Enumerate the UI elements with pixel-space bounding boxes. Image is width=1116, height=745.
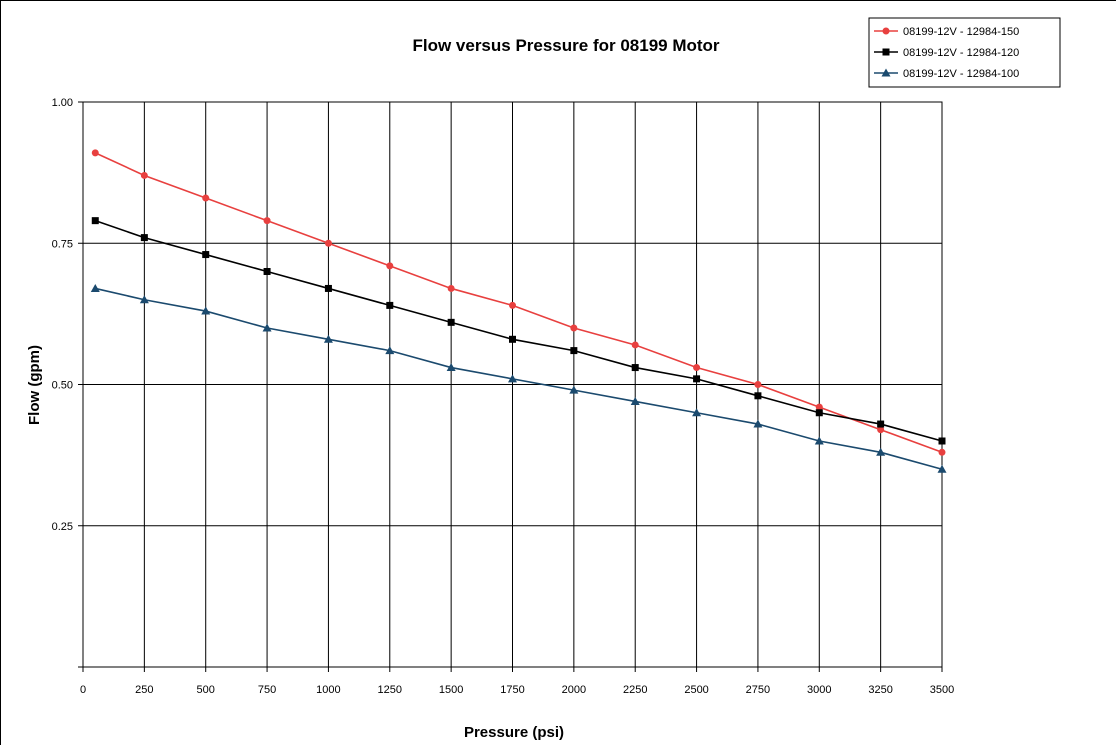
series-line <box>95 287 943 471</box>
data-point <box>570 324 578 332</box>
data-point <box>570 347 578 355</box>
data-point <box>938 448 946 456</box>
data-point <box>386 262 394 270</box>
data-point <box>324 284 332 292</box>
data-point <box>509 335 516 343</box>
data-point <box>324 239 332 247</box>
data-point <box>509 301 516 309</box>
data-point <box>814 436 824 445</box>
data-point <box>201 306 211 315</box>
chart-title: Flow versus Pressure for 08199 Motor <box>412 36 719 55</box>
data-point <box>202 194 210 202</box>
y-tick-label: 0.25 <box>52 521 73 533</box>
legend-swatch-marker <box>881 68 891 77</box>
x-tick-label: 3000 <box>807 684 831 696</box>
data-point <box>140 171 148 179</box>
data-point <box>630 396 640 405</box>
legend-box <box>868 17 1061 88</box>
y-tick-label: 0.75 <box>52 238 73 250</box>
legend-label: 08199-12V - 12984-150 <box>903 26 1019 38</box>
series-2 <box>91 217 946 445</box>
grid-layer <box>82 101 943 667</box>
x-tick-label: 2500 <box>684 684 708 696</box>
data-point <box>693 375 701 383</box>
data-point <box>386 301 394 309</box>
series-1 <box>91 149 946 456</box>
data-point <box>877 420 885 428</box>
data-point <box>446 363 456 372</box>
x-tick-label: 1250 <box>378 684 402 696</box>
data-point <box>753 419 763 428</box>
series-line <box>95 219 943 442</box>
data-point <box>447 284 455 292</box>
data-point <box>815 409 823 417</box>
legend-label: 08199-12V - 12984-120 <box>903 47 1019 59</box>
x-tick-label: 250 <box>135 684 153 696</box>
data-point <box>508 374 517 383</box>
data-point <box>754 392 762 400</box>
data-point <box>91 217 99 225</box>
data-point <box>693 364 701 372</box>
x-tick-label: 500 <box>197 684 215 696</box>
x-tick-label: 1000 <box>316 684 340 696</box>
data-point <box>938 437 946 445</box>
series-3 <box>90 283 947 473</box>
data-point <box>876 447 886 456</box>
data-point <box>139 295 149 304</box>
legend-item: 08199-12V - 12984-100 <box>874 68 1019 80</box>
data-point <box>385 346 395 355</box>
data-point <box>263 268 271 275</box>
x-tick-label: 1500 <box>439 684 463 696</box>
x-tick-label: 0 <box>80 684 86 696</box>
legend-swatch-marker <box>882 48 890 56</box>
data-point <box>877 426 885 434</box>
series-layer <box>90 149 947 473</box>
x-tick-label: 2000 <box>562 684 586 696</box>
x-tick-label: 2750 <box>746 684 770 696</box>
legend-item: 08199-12V - 12984-120 <box>874 47 1019 59</box>
legend-label: 08199-12V - 12984-100 <box>903 68 1019 80</box>
ticks-layer: 0 250 500 750 1000 1250 1500 1750 2000 2250 2500 27… <box>52 97 955 696</box>
data-point <box>202 251 210 259</box>
legend-swatch-marker <box>882 27 890 35</box>
x-tick-label: 3500 <box>930 684 954 696</box>
x-tick-label: 750 <box>258 684 276 696</box>
data-point <box>447 318 455 326</box>
data-point <box>140 234 148 242</box>
data-point <box>263 217 271 225</box>
x-tick-label: 3250 <box>868 684 892 696</box>
x-axis-title: Pressure (psi) <box>464 724 564 741</box>
data-point <box>90 283 100 292</box>
data-point <box>91 149 99 157</box>
data-point <box>692 408 702 417</box>
x-tick-label: 2250 <box>623 684 647 696</box>
y-tick-label: 1.00 <box>52 97 73 109</box>
data-point <box>815 403 823 411</box>
data-point <box>569 385 579 394</box>
data-point <box>631 341 639 349</box>
data-point <box>631 364 639 372</box>
data-point <box>754 381 762 388</box>
data-point <box>323 334 333 343</box>
data-point <box>262 323 272 332</box>
x-tick-label: 1750 <box>500 684 524 696</box>
y-axis-title: Flow (gpm) <box>26 345 43 425</box>
legend-item: 08199-12V - 12984-150 <box>874 26 1019 38</box>
y-tick-label: 0.50 <box>52 380 73 392</box>
series-line <box>94 152 943 454</box>
data-point <box>937 464 947 473</box>
legend: 08199-12V - 12984-150 08199-12V - 12984-1… <box>868 17 1061 88</box>
